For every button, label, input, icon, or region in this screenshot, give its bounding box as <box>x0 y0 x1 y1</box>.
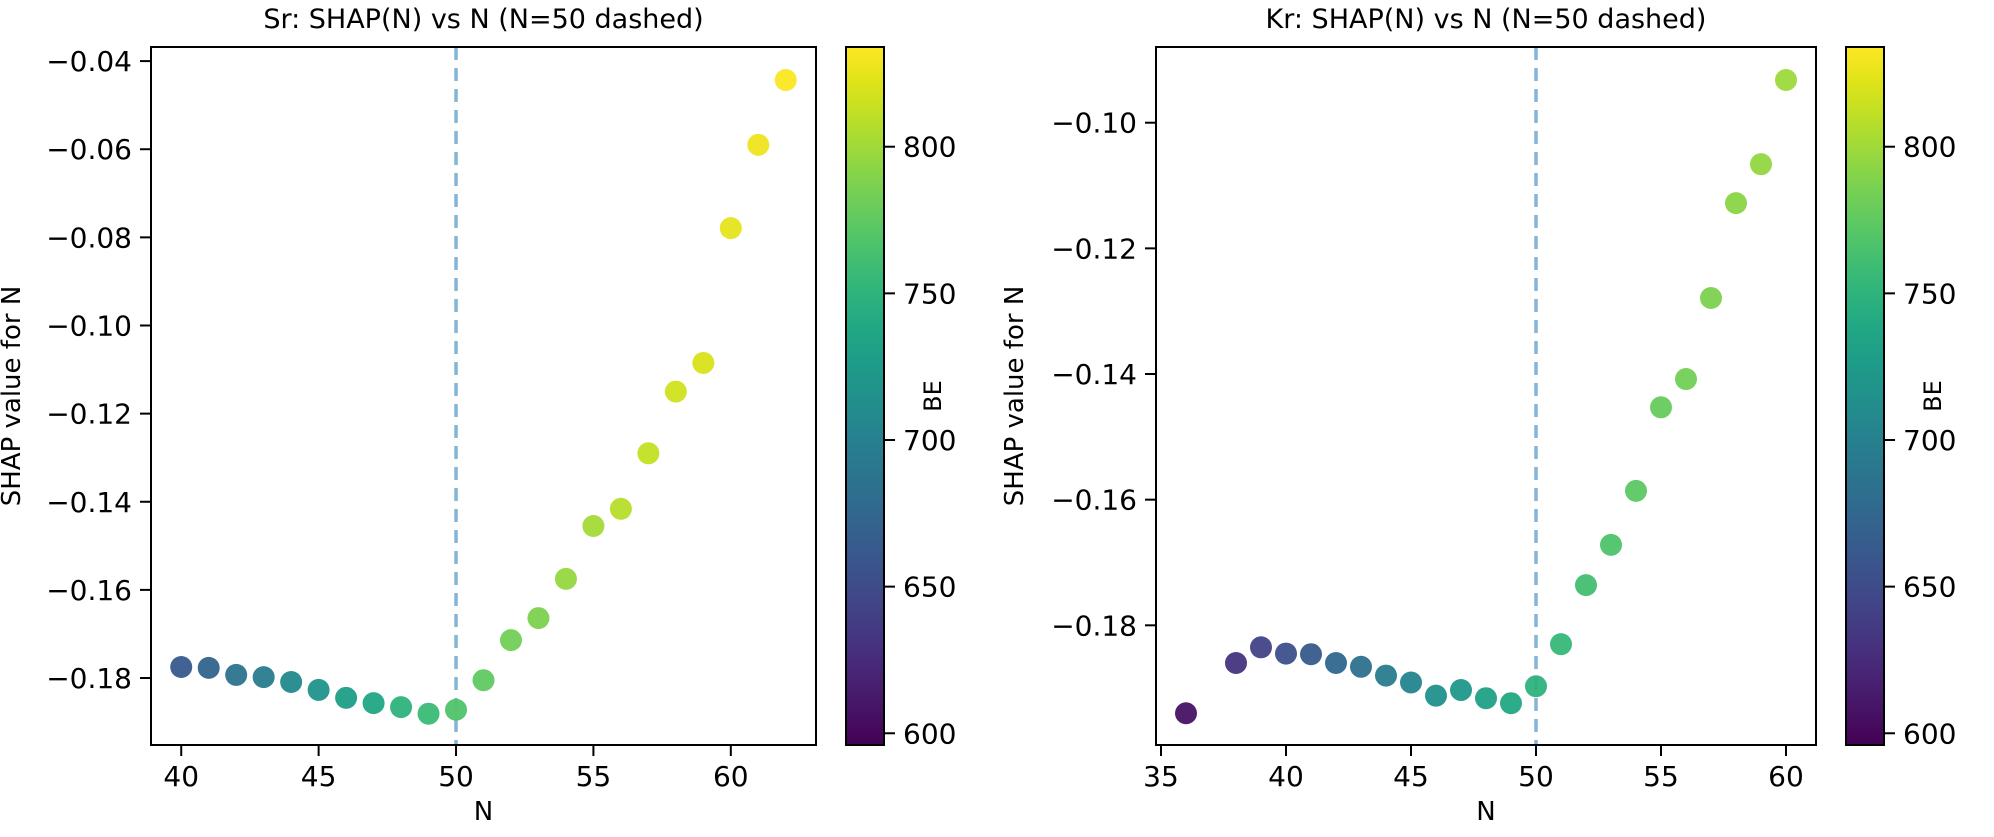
scatter-point <box>472 669 495 692</box>
panel-kr: 35 40 45 50 55 60 −0.10 −0.12 −0.14 −0.16 −0.18 Kr:… <box>1000 4 1956 827</box>
y-tick-label: −0.18 <box>1051 609 1137 642</box>
x-tick-label: 50 <box>1518 760 1554 793</box>
y-tick-label: −0.16 <box>46 574 132 607</box>
axes-frame <box>1155 46 1817 746</box>
scatter-point <box>527 607 550 630</box>
x-axis-label: N <box>1476 797 1495 827</box>
colorbar-tick-label: 750 <box>1903 277 1956 310</box>
y-tick-label: −0.10 <box>1051 107 1137 140</box>
scatter-point <box>1250 636 1272 659</box>
scatter-point <box>637 442 660 465</box>
scatter-point <box>1750 153 1772 176</box>
scatter-point <box>664 380 687 403</box>
colorbar-tick-label: 800 <box>903 131 956 164</box>
scatter-point <box>1500 692 1522 715</box>
scatter-point <box>1375 664 1397 687</box>
scatter-point <box>554 567 577 590</box>
y-tick-label: −0.12 <box>1051 232 1137 265</box>
scatter-point <box>1400 671 1422 694</box>
scatter-point <box>1350 655 1372 678</box>
colorbar <box>846 47 884 745</box>
scatter-point <box>1225 652 1247 675</box>
x-tick-label: 35 <box>1143 760 1179 793</box>
colorbar-tick-label: 600 <box>903 717 956 750</box>
scatter-point <box>692 351 715 374</box>
x-axis-label: N <box>474 797 493 827</box>
scatter-point <box>280 670 303 693</box>
scatter-point <box>499 629 522 652</box>
colorbar-tick-label: 700 <box>903 424 956 457</box>
scatter-point <box>774 69 797 92</box>
y-axis-label: SHAP value for N <box>1000 286 1030 507</box>
x-tick-label: 45 <box>301 760 337 793</box>
scatter-point <box>1650 396 1672 419</box>
scatter-point <box>1575 574 1597 597</box>
scatter-point <box>609 497 632 520</box>
scatter-point <box>362 692 385 715</box>
axes-frame <box>150 46 817 746</box>
y-tick-label: −0.14 <box>1051 358 1137 391</box>
scatter-point <box>1550 633 1572 656</box>
scatter-point <box>1525 675 1547 698</box>
y-tick-label: −0.12 <box>46 398 132 431</box>
colorbar-tick-label: 750 <box>903 277 956 310</box>
scatter-point <box>1700 286 1722 309</box>
x-tick-label: 40 <box>163 760 199 793</box>
scatter-point <box>1175 702 1197 725</box>
scatter-point <box>445 698 468 721</box>
scatter-point <box>197 656 220 679</box>
x-tick-label: 60 <box>1768 760 1804 793</box>
y-tick-label: −0.18 <box>46 662 132 695</box>
y-tick-label: −0.16 <box>1051 484 1137 517</box>
plot-title: Sr: SHAP(N) vs N (N=50 dashed) <box>263 4 703 35</box>
x-tick-label: 40 <box>1268 760 1304 793</box>
panel-sr: 40 45 50 55 60 −0.04 −0.06 −0.08 −0.10 −0.12 −0.14… <box>0 4 956 827</box>
colorbar-label: BE <box>919 380 947 412</box>
scatter-point <box>1450 679 1472 702</box>
scatter-point <box>1475 687 1497 710</box>
colorbar-tick-label: 700 <box>1903 424 1956 457</box>
colorbar-tick-label: 600 <box>1903 717 1956 750</box>
x-tick-label: 55 <box>576 760 612 793</box>
colorbar-frame <box>845 46 885 746</box>
scatter-point <box>719 217 742 240</box>
scatter-point <box>335 686 358 709</box>
scatter-point <box>1425 684 1447 707</box>
scatter-point <box>417 702 440 725</box>
y-tick-label: −0.14 <box>46 486 132 519</box>
scatter-point <box>747 133 770 156</box>
colorbar-frame <box>1845 46 1885 746</box>
y-tick-label: −0.08 <box>46 221 132 254</box>
colorbar-tick-label: 800 <box>1903 131 1956 164</box>
scatter-point <box>1625 479 1647 502</box>
scatter-point <box>252 666 275 689</box>
scatter-point <box>1675 368 1697 391</box>
scatter-point <box>582 514 605 537</box>
y-tick-label: −0.10 <box>46 309 132 342</box>
x-tick-label: 45 <box>1393 760 1429 793</box>
x-tick-label: 50 <box>438 760 474 793</box>
y-tick-label: −0.04 <box>46 45 132 78</box>
scatter-point <box>307 678 330 701</box>
scatter-point <box>1300 643 1322 666</box>
plot-title: Kr: SHAP(N) vs N (N=50 dashed) <box>1266 4 1707 35</box>
y-axis-label: SHAP value for N <box>0 286 27 507</box>
colorbar-tick-label: 650 <box>903 571 956 604</box>
y-tick-label: −0.06 <box>46 133 132 166</box>
scatter-point <box>1775 68 1797 91</box>
x-tick-label: 55 <box>1643 760 1679 793</box>
colorbar <box>1846 47 1884 745</box>
scatter-point <box>170 656 193 679</box>
scatter-point <box>1325 652 1347 675</box>
scatter-point <box>225 663 248 686</box>
scatter-point <box>1275 642 1297 665</box>
colorbar-label: BE <box>1919 380 1947 412</box>
colorbar-tick-label: 650 <box>1903 571 1956 604</box>
scatter-point <box>1600 533 1622 556</box>
scatter-point <box>390 696 413 719</box>
scatter-point <box>1725 192 1747 215</box>
x-tick-label: 60 <box>713 760 749 793</box>
